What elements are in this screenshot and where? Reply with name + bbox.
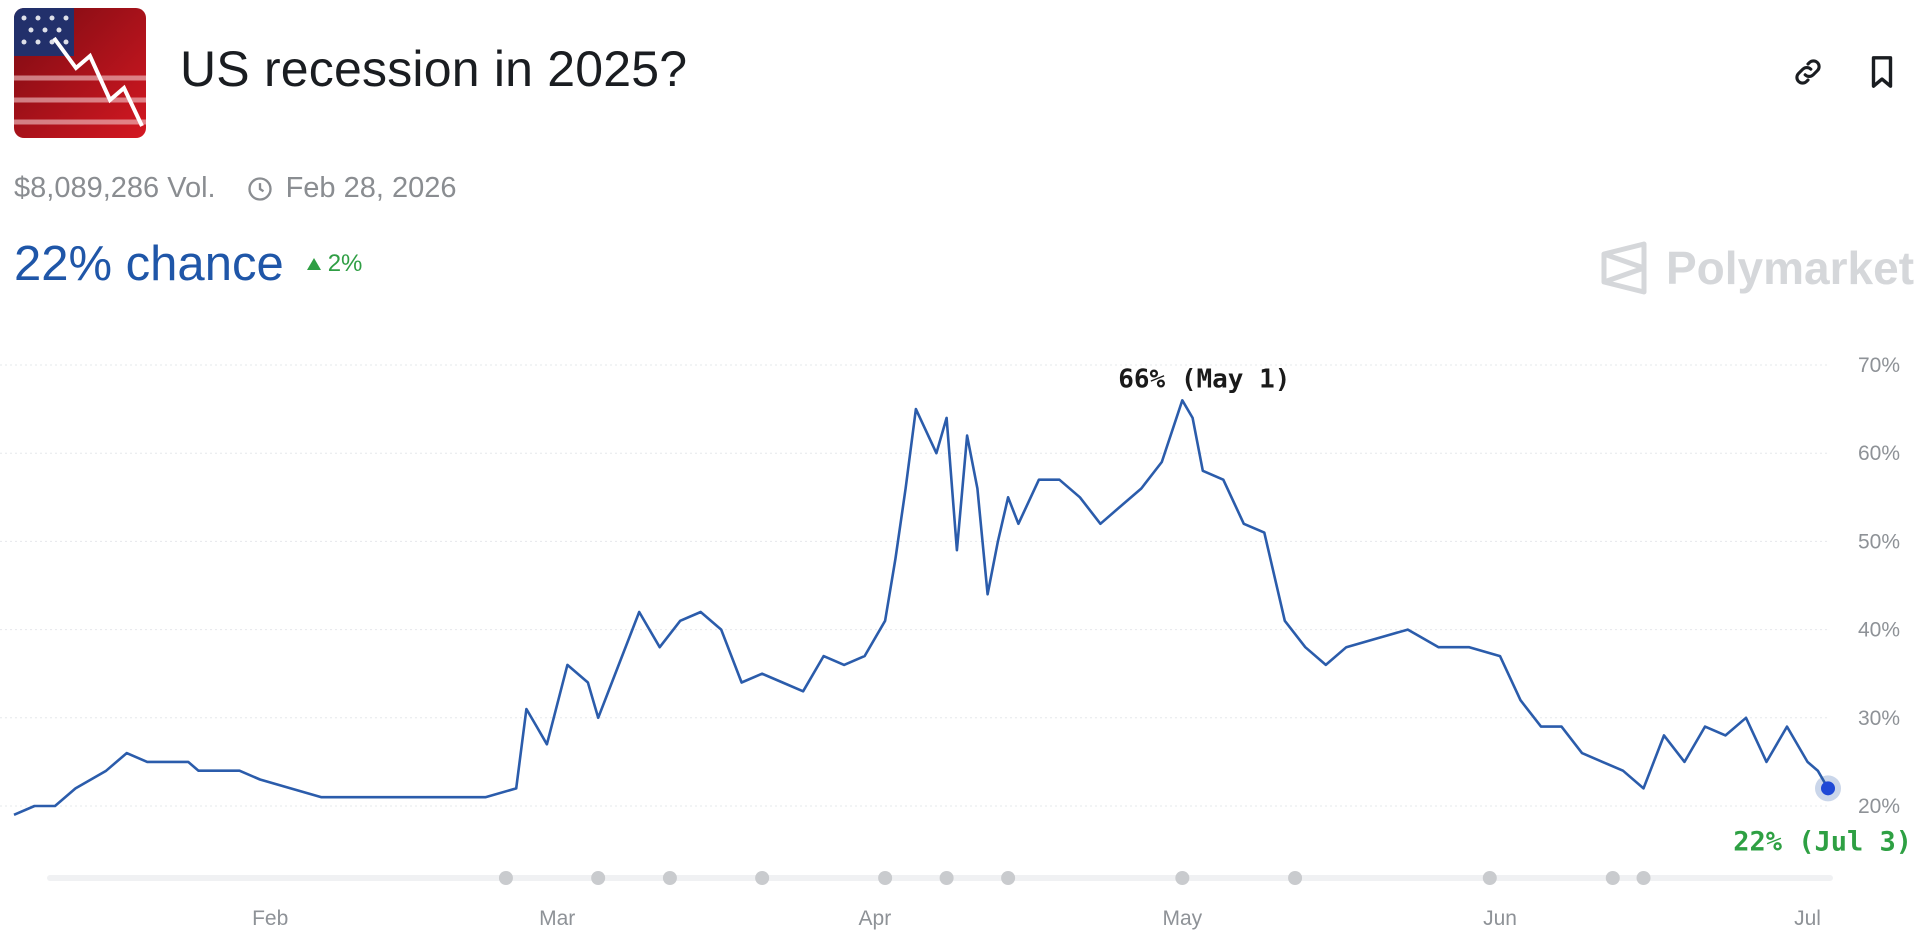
timeline-event-dot — [1175, 871, 1190, 885]
chance-readout: 22% chance 2% — [14, 236, 362, 292]
chance-text: 22% chance — [14, 237, 284, 291]
y-tick-label: 40% — [1858, 619, 1900, 642]
x-tick-label: May — [1162, 907, 1202, 930]
triangle-up-icon — [306, 258, 321, 270]
x-tick-label: Feb — [252, 907, 288, 930]
timeline-event-dot — [1001, 871, 1016, 885]
polymarket-logo: Polymarket — [1600, 240, 1914, 296]
timeline-event-dot — [662, 871, 677, 885]
market-meta: $8,089,286 Vol. Feb 28, 2026 — [14, 172, 457, 205]
x-tick-label: Apr — [859, 907, 892, 930]
x-tick-label: Mar — [539, 907, 575, 930]
end-date-text: Feb 28, 2026 — [285, 172, 457, 204]
clock-icon — [246, 175, 274, 203]
timeline-event-dot — [591, 871, 606, 885]
brand-text: Polymarket — [1666, 242, 1915, 294]
peak-annotation: 66% (May 1) — [1118, 364, 1290, 394]
last-point-marker — [1821, 781, 1835, 796]
market-thumbnail — [14, 8, 146, 138]
y-tick-label: 50% — [1858, 530, 1900, 553]
polymarket-logo-icon — [1601, 241, 1647, 295]
timeline-event-dot — [878, 871, 893, 885]
timeline-event-dot — [1636, 871, 1651, 885]
link-icon[interactable] — [1788, 52, 1828, 92]
volume-text: $8,089,286 Vol. — [14, 172, 216, 204]
latest-annotation: 22% (Jul 3) — [1733, 826, 1912, 857]
timeline-event-dot — [1605, 871, 1620, 885]
x-tick-label: Jun — [1483, 907, 1517, 930]
y-tick-label: 20% — [1858, 795, 1900, 818]
change-text: 2% — [327, 250, 363, 277]
change-badge: 2% — [306, 250, 363, 278]
y-tick-label: 60% — [1858, 442, 1900, 465]
timeline-event-dot — [498, 871, 513, 885]
probability-chart: 20% 30% 40% 50% 60% 70% Feb Mar Apr May Jun Jul 66% … — [0, 354, 1912, 930]
timeline-event-dot — [939, 871, 954, 885]
timeline-event-dot — [755, 871, 770, 885]
probability-line — [13, 399, 1830, 816]
page-title: US recession in 2025? — [180, 41, 688, 97]
x-tick-label: Jul — [1794, 907, 1821, 930]
bookmark-icon[interactable] — [1862, 52, 1902, 92]
y-tick-label: 30% — [1858, 707, 1900, 730]
timeline-event-dot — [1482, 871, 1497, 885]
y-tick-label: 70% — [1858, 354, 1900, 377]
timeline-event-dot — [1288, 871, 1303, 885]
